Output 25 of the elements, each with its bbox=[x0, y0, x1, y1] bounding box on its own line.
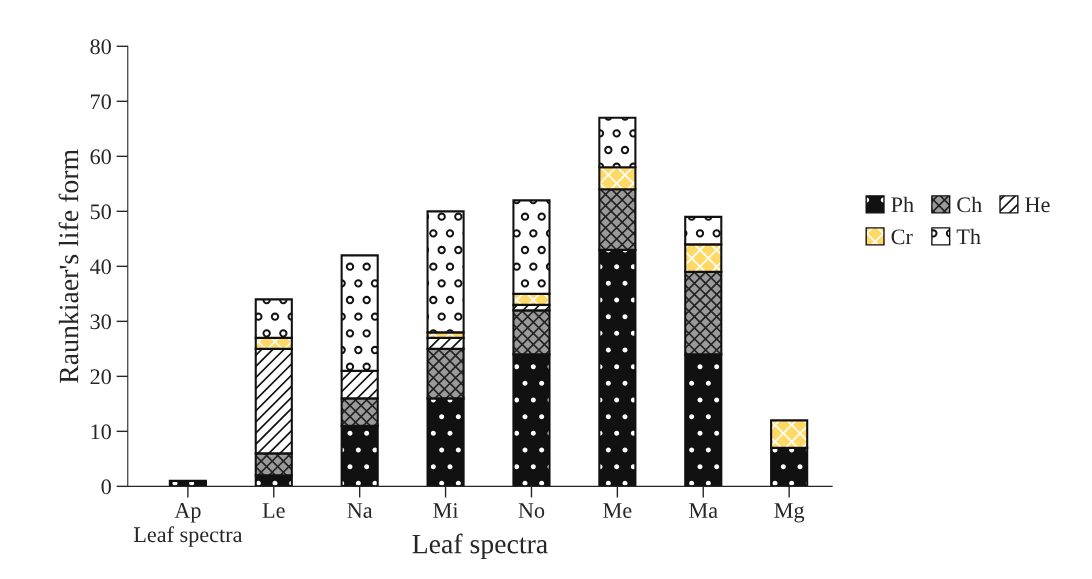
legend-label: Th bbox=[956, 228, 981, 245]
y-tick-label: 40 bbox=[90, 259, 111, 275]
y-axis-title: Raunkiaer's life form bbox=[58, 149, 79, 383]
x-tick-label: Ap bbox=[174, 503, 201, 523]
y-tick-label: 50 bbox=[90, 204, 111, 220]
y-tick-label: 10 bbox=[91, 424, 111, 440]
y-tick-label: 60 bbox=[90, 149, 111, 165]
y-tick-label: 80 bbox=[90, 39, 111, 55]
y-tick-label: 20 bbox=[90, 369, 111, 385]
x-axis-title: Leaf spectra bbox=[412, 533, 548, 560]
legend-label: He bbox=[1025, 197, 1050, 213]
y-tick-label: 30 bbox=[90, 314, 111, 330]
legend-label: Ch bbox=[957, 196, 982, 213]
x-tick-label: Mg bbox=[774, 503, 805, 523]
y-tick-label: 0 bbox=[101, 479, 111, 495]
text: Leaf spectra bbox=[133, 526, 243, 547]
y-tick-label: 70 bbox=[91, 94, 111, 110]
x-tick-label: No bbox=[518, 503, 545, 518]
legend-label: Ph bbox=[891, 196, 914, 213]
x-tick-label: Le bbox=[262, 503, 285, 518]
x-tick-label: Mi bbox=[433, 503, 459, 518]
legend-label: Cr bbox=[891, 229, 913, 245]
x-tick-label: Me bbox=[603, 503, 632, 518]
x-tick-label: Ma bbox=[689, 503, 718, 518]
x-tick-label: Na bbox=[347, 503, 373, 518]
